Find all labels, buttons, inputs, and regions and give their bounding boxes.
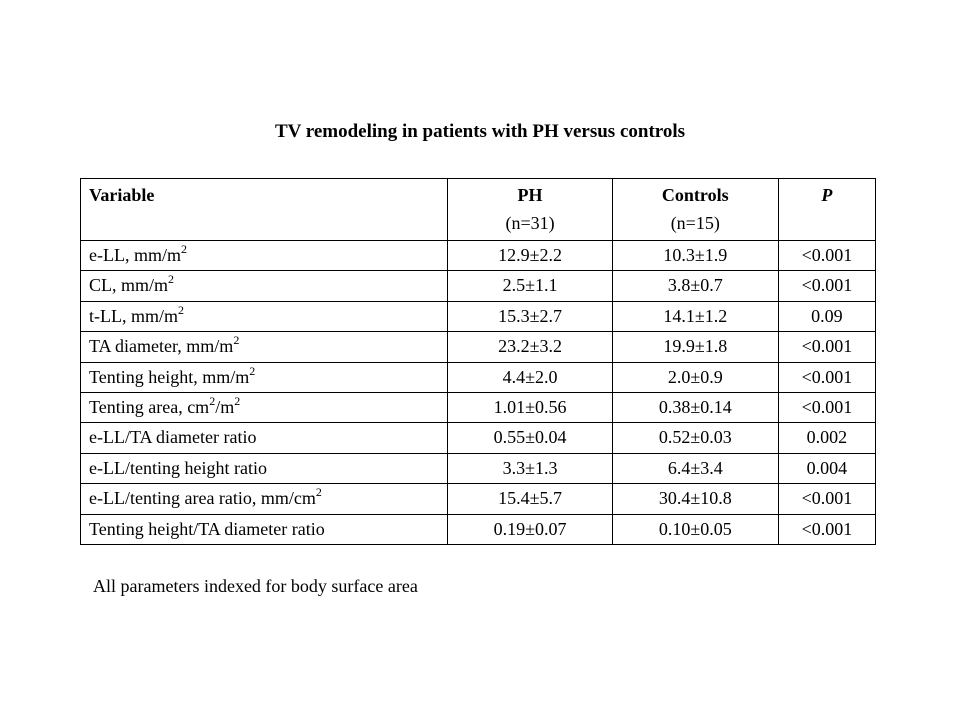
ph-value-cell: 1.01±0.56 (447, 391, 613, 424)
variable-label: Tenting height/TA diameter ratio (89, 518, 325, 539)
column-header-label: PH (517, 185, 543, 205)
controls-value-cell: 3.8±0.7 (611, 270, 779, 302)
controls-value-cell: 10.3±1.9 (611, 239, 779, 272)
variable-label: CL, mm/m (89, 275, 169, 296)
ph-value-cell: 0.55±0.04 (447, 422, 613, 454)
variable-superscript: 2 (168, 272, 175, 287)
table-row: e-LL/tenting height ratio 3.3±1.3 6.4±3.4 0… (79, 452, 877, 485)
ph-value-cell: 12.9±2.2 (447, 239, 613, 272)
p-value-cell: <0.001 (777, 513, 877, 545)
table-row: CL, mm/m2 2.5±1.1 3.8±0.7 <0.001 (79, 270, 877, 302)
p-value-cell: <0.001 (777, 361, 877, 393)
variable-label-suffix: /m (215, 396, 235, 417)
controls-value-cell: 0.52±0.03 (611, 422, 779, 454)
ph-value-cell: 15.3±2.7 (447, 300, 613, 333)
table-row: t-LL, mm/m2 15.3±2.7 14.1±1.2 0.09 (79, 300, 877, 333)
table-row: Tenting height, mm/m2 4.4±2.0 2.0±0.9 <0.00… (79, 361, 877, 393)
table-row: e-LL, mm/m2 12.9±2.2 10.3±1.9 <0.001 (79, 239, 877, 272)
column-header-label: P (821, 185, 833, 205)
variable-cell: t-LL, mm/m2 (79, 300, 449, 333)
variable-label: Tenting height, mm/m (89, 366, 250, 387)
variable-label: e-LL/tenting area ratio, mm/cm (89, 488, 316, 509)
variable-label: t-LL, mm/m (89, 305, 178, 326)
column-header-controls: Controls (n=15) (611, 178, 779, 241)
table-row: e-LL/tenting area ratio, mm/cm2 15.4±5.7 3… (79, 483, 877, 515)
variable-label: e-LL/TA diameter ratio (89, 427, 257, 448)
variable-cell: e-LL/tenting height ratio (79, 452, 449, 485)
column-header-sample-size: (n=31) (505, 213, 555, 233)
variable-superscript: 2 (315, 485, 322, 500)
column-header-variable: Variable (79, 178, 449, 241)
ph-value-cell: 0.19±0.07 (447, 513, 613, 545)
column-header-p-value: P (777, 178, 877, 241)
controls-value-cell: 30.4±10.8 (611, 483, 779, 515)
column-header-label: Controls (661, 185, 729, 205)
variable-cell: CL, mm/m2 (79, 270, 449, 302)
ph-value-cell: 15.4±5.7 (447, 483, 613, 515)
column-header-sample-size: (n=15) (670, 213, 720, 233)
column-header-ph: PH (n=31) (447, 178, 613, 241)
p-value-cell: <0.001 (777, 239, 877, 272)
variable-label: TA diameter, mm/m (89, 336, 234, 357)
footnote: All parameters indexed for body surface … (93, 576, 418, 596)
variable-superscript: 2 (234, 393, 241, 408)
variable-label: Tenting area, cm (89, 396, 210, 417)
variable-cell: Tenting height, mm/m2 (79, 361, 449, 393)
column-header-label: Variable (89, 185, 155, 205)
p-value-cell: <0.001 (777, 331, 877, 363)
variable-label: e-LL/tenting height ratio (89, 457, 267, 478)
controls-value-cell: 14.1±1.2 (611, 300, 779, 333)
ph-value-cell: 4.4±2.0 (447, 361, 613, 393)
variable-superscript: 2 (209, 393, 216, 408)
p-value-cell: 0.002 (777, 422, 877, 454)
table-row: TA diameter, mm/m2 23.2±3.2 19.9±1.8 <0.001 (79, 331, 877, 363)
variable-superscript: 2 (180, 242, 187, 256)
controls-value-cell: 6.4±3.4 (611, 452, 779, 485)
table-title: TV remodeling in patients with PH versus… (274, 121, 686, 142)
variable-cell: e-LL/tenting area ratio, mm/cm2 (79, 483, 449, 515)
controls-value-cell: 0.38±0.14 (611, 391, 779, 424)
variable-cell: e-LL, mm/m2 (79, 239, 449, 272)
variable-label: e-LL, mm/m (89, 245, 181, 265)
variable-superscript: 2 (249, 363, 256, 378)
p-value-cell: 0.004 (777, 452, 877, 485)
ph-value-cell: 2.5±1.1 (447, 270, 613, 302)
variable-cell: Tenting height/TA diameter ratio (79, 513, 449, 545)
variable-cell: Tenting area, cm2/m2 (79, 391, 449, 424)
variable-superscript: 2 (233, 333, 240, 348)
variable-superscript: 2 (178, 302, 184, 317)
table-header-row: Variable PH (n=31) Controls (n=15) P (79, 178, 877, 241)
p-value-cell: <0.001 (777, 270, 877, 302)
variable-cell: TA diameter, mm/m2 (79, 331, 449, 363)
controls-value-cell: 19.9±1.8 (611, 331, 779, 363)
p-value-cell: <0.001 (777, 483, 877, 515)
ph-value-cell: 23.2±3.2 (447, 331, 613, 363)
controls-value-cell: 0.10±0.05 (611, 513, 779, 545)
table-row: Tenting height/TA diameter ratio 0.19±0.0… (79, 513, 877, 545)
p-value-cell: <0.001 (777, 391, 877, 424)
controls-value-cell: 2.0±0.9 (611, 361, 779, 393)
p-value-cell: 0.09 (777, 300, 877, 333)
results-table: Variable PH (n=31) Controls (n=15) P e-L… (79, 178, 877, 545)
table-row: e-LL/TA diameter ratio 0.55±0.04 0.52±0.03… (79, 422, 877, 454)
ph-value-cell: 3.3±1.3 (447, 452, 613, 485)
table-row: Tenting area, cm2/m2 1.01±0.56 0.38±0.14 <0… (79, 391, 877, 424)
variable-cell: e-LL/TA diameter ratio (79, 422, 449, 454)
